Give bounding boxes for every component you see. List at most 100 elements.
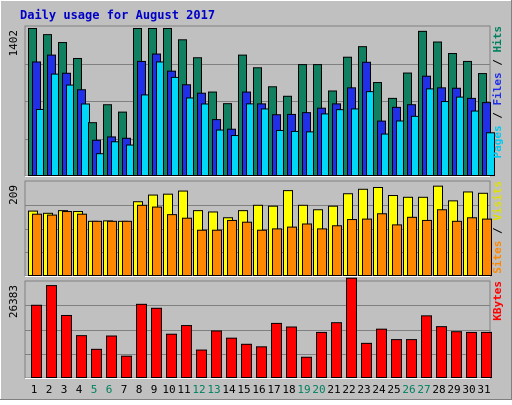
x-tick-label-30: 30	[462, 383, 475, 396]
x-tick-label-2: 2	[46, 383, 53, 396]
x-tick-label-7: 7	[121, 383, 128, 396]
bar-bottom-s0-day-29	[451, 331, 462, 378]
bar-bottom-s0-day-6	[106, 335, 117, 379]
series-label-middle: Sites / Visits	[491, 181, 504, 274]
x-tick-label-15: 15	[237, 383, 250, 396]
x-tick-label-4: 4	[76, 383, 83, 396]
bar-middle-s1-day-30	[467, 217, 477, 276]
x-tick-label-24: 24	[372, 383, 386, 396]
bar-bottom-s0-day-30	[466, 331, 477, 379]
series-label-middle-part-0: Sites	[491, 241, 504, 274]
bar-middle-s1-day-17	[272, 228, 282, 276]
bar-bottom-s0-day-23	[361, 342, 372, 379]
bar-bottom-s0-day-24	[376, 328, 387, 379]
bar-middle-s1-day-26	[407, 216, 417, 276]
bar-bottom-s0-day-27	[421, 315, 432, 378]
ymax-label-top: 1402	[7, 30, 20, 57]
bar-middle-s1-day-29	[452, 220, 462, 276]
x-tick-label-17: 17	[267, 383, 280, 396]
bar-middle-s1-day-24	[377, 213, 387, 277]
bar-middle-s1-day-4	[77, 213, 87, 277]
bar-middle-s1-day-11	[182, 217, 192, 276]
series-label-top-part-2: Files	[491, 72, 504, 105]
series-label-top-part-1: /	[491, 106, 504, 126]
series-label-top-part-4: Hits	[491, 26, 504, 53]
x-tick-label-5: 5	[91, 383, 98, 396]
bar-middle-s1-day-27	[422, 219, 432, 276]
bar-middle-s1-day-14	[227, 219, 237, 276]
series-label-middle-part-2: Visits	[491, 181, 504, 221]
x-tick-label-8: 8	[136, 383, 143, 396]
bar-bottom-s0-day-5	[91, 348, 102, 379]
bar-middle-s1-day-22	[347, 219, 357, 276]
bar-bottom-s0-day-7	[121, 355, 132, 378]
ymax-label-middle: 209	[7, 185, 20, 205]
x-tick-label-11: 11	[177, 383, 190, 396]
bar-bottom-s0-day-28	[436, 326, 447, 379]
bar-middle-s1-day-7	[122, 220, 132, 276]
series-label-bottom-part-0: KBytes	[491, 281, 504, 321]
x-tick-label-31: 31	[477, 383, 490, 396]
bar-middle-s1-day-21	[332, 225, 342, 276]
bar-bottom-s0-day-13	[211, 330, 222, 378]
x-tick-label-12: 12	[192, 383, 205, 396]
x-tick-label-19: 19	[297, 383, 310, 396]
bar-middle-s1-day-3	[62, 211, 72, 276]
bar-middle-s1-day-19	[302, 223, 312, 277]
series-labels: Pages / Files / Hits Sites / Visits KBytes	[491, 26, 504, 321]
bar-middle-s1-day-18	[287, 226, 297, 276]
bar-middle-s1-day-13	[212, 229, 222, 276]
series-label-top-part-0: Pages	[491, 125, 504, 158]
x-tick-label-27: 27	[417, 383, 430, 396]
x-tick-label-20: 20	[312, 383, 325, 396]
bar-middle-s1-day-16	[257, 229, 267, 276]
bar-bottom-s0-day-4	[76, 335, 87, 379]
bar-bottom-s0-day-8	[136, 303, 147, 379]
x-tick-label-9: 9	[151, 383, 158, 396]
bar-middle-s1-day-1	[32, 213, 42, 277]
x-tick-label-26: 26	[402, 383, 415, 396]
chart-title: Daily usage for August 2017	[20, 8, 215, 22]
x-tick-label-21: 21	[327, 383, 340, 396]
x-axis-ticks: 1 2 3 4 5 6 7 8 9 10 11 12 13 14 15 16 17 18 19 20 21 22 23 24 2…	[31, 383, 491, 396]
bar-middle-s1-day-2	[47, 214, 57, 277]
x-tick-label-28: 28	[432, 383, 445, 396]
bar-bottom-s0-day-2	[46, 285, 57, 379]
bar-middle-s1-day-9	[152, 206, 162, 276]
bars	[28, 28, 495, 379]
ymax-labels: 1402 209 26383	[7, 30, 20, 318]
bar-bottom-s0-day-20	[316, 331, 327, 379]
bar-bottom-s0-day-12	[196, 349, 207, 378]
bar-bottom-s0-day-3	[61, 314, 72, 378]
bar-middle-s1-day-28	[437, 209, 447, 276]
bar-middle-s1-day-5	[92, 220, 102, 276]
bar-middle-s1-day-6	[107, 220, 117, 276]
bar-bottom-s0-day-9	[151, 307, 162, 378]
bar-bottom-s0-day-26	[406, 339, 417, 379]
x-tick-label-22: 22	[342, 383, 355, 396]
bar-bottom-s0-day-16	[256, 346, 267, 378]
bar-bottom-s0-day-25	[391, 339, 402, 379]
x-tick-label-6: 6	[106, 383, 113, 396]
bar-bottom-s0-day-10	[166, 333, 177, 378]
x-tick-label-10: 10	[162, 383, 175, 396]
x-tick-label-14: 14	[222, 383, 236, 396]
bar-bottom-s0-day-1	[31, 304, 42, 378]
x-tick-label-23: 23	[357, 383, 370, 396]
bar-middle-s1-day-20	[317, 228, 327, 276]
bar-bottom-s0-day-22	[346, 277, 357, 378]
ymax-label-bottom: 26383	[7, 285, 20, 318]
x-tick-label-18: 18	[282, 383, 295, 396]
x-tick-label-16: 16	[252, 383, 265, 396]
bar-middle-s1-day-23	[362, 218, 372, 276]
bar-bottom-s0-day-14	[226, 337, 237, 378]
bar-middle-s1-day-15	[242, 221, 252, 277]
bar-bottom-s0-day-18	[286, 326, 297, 379]
x-tick-label-25: 25	[387, 383, 400, 396]
series-label-top-part-3: /	[491, 53, 504, 73]
series-label-middle-part-1: /	[491, 221, 504, 241]
x-tick-label-13: 13	[207, 383, 220, 396]
bar-top-s2-day-31	[486, 132, 495, 177]
bar-bottom-s0-day-11	[181, 325, 192, 378]
